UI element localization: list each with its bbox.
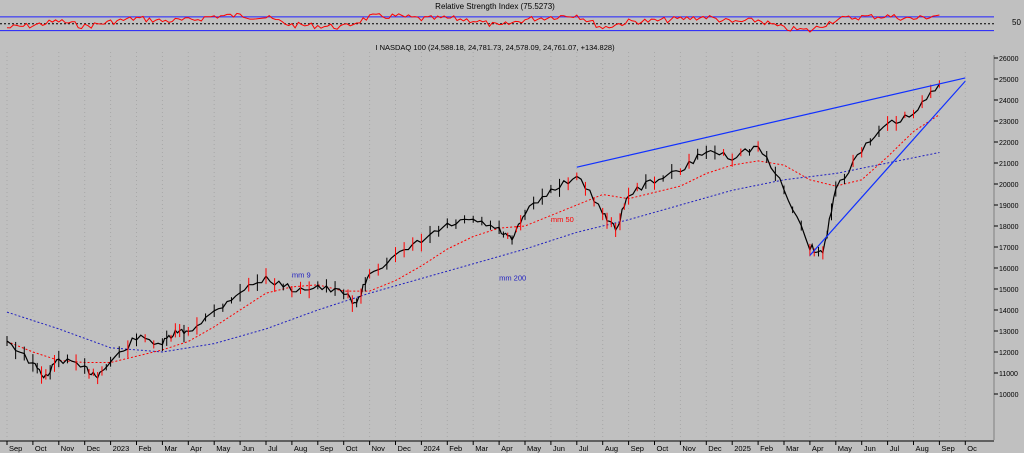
x-tick-label: Jul [579,444,589,453]
y-tick-label: 17000 [999,245,1019,252]
x-axis-ticks: Sep Oct Nov Dec 2023 Feb Mar Apr May Jun Jul Aug Sep… [6,441,977,453]
trendline-2 [809,80,966,256]
x-tick-label: Jun [864,444,876,453]
rsi-line [6,12,940,33]
x-tick-label: Aug [605,444,618,453]
series-annotation: mm 9 [292,270,311,279]
x-tick-label: Oc [967,444,977,453]
rsi-tick-label-50: 50 [1012,18,1021,27]
annotations: mm 50 mm 200 mm 9 [292,215,574,283]
y-tick-label: 18000 [999,224,1019,231]
y-tick-label: 22000 [999,140,1019,147]
x-tick-label: Apr [190,444,202,453]
x-tick-label: Jun [553,444,565,453]
y-tick-label: 11000 [999,371,1018,378]
price-title: I NASDAQ 100 (24,588.18, 24,781.73, 24,5… [375,43,615,52]
trendlines [576,77,966,256]
x-tick-label: Feb [139,444,152,453]
x-tick-label: Sep [631,444,644,453]
x-tick-label: Mar [164,444,177,453]
x-tick-label: Jun [242,444,254,453]
x-tick-label: Mar [475,444,488,453]
y-tick-label: 19000 [999,203,1019,210]
x-tick-label: Sep [320,444,333,453]
x-tick-label: Feb [760,444,773,453]
x-tick-label: Jul [268,444,278,453]
mm200-line [6,152,940,353]
x-tick-label: Aug [294,444,307,453]
x-tick-label: May [838,444,852,453]
x-tick-label: Nov [682,444,696,453]
x-tick-label: Apr [501,444,513,453]
x-tick-label: Feb [449,444,462,453]
y-tick-label: 16000 [999,266,1019,273]
y-tick-label: 13000 [999,329,1019,336]
x-tick-label: Dec [87,444,101,453]
series-annotation: mm 200 [499,274,526,283]
x-tick-label: Sep [941,444,954,453]
series-annotation: mm 50 [551,215,574,224]
x-tick-label: Sep [9,444,22,453]
price-bars [6,80,940,385]
x-axis: Sep Oct Nov Dec 2023 Feb Mar Apr May Jun Jul Aug Sep… [0,440,994,453]
x-tick-label: Dec [398,444,412,453]
x-tick-label: Aug [916,444,929,453]
rsi-title: Relative Strength Index (75.5273) [435,2,555,11]
x-tick-label: 2024 [423,444,440,453]
y-axis-ticks: 10000 11000 12000 13000 14000 15000 16000 17000… [994,56,1019,399]
trendline-1 [576,77,966,168]
y-tick-label: 12000 [999,350,1019,357]
y-tick-label: 21000 [999,161,1019,168]
y-tick-label: 25000 [999,77,1019,84]
price-panel: I NASDAQ 100 (24,588.18, 24,781.73, 24,5… [6,43,1019,440]
y-tick-label: 26000 [999,56,1019,63]
x-tick-label: Oct [657,444,670,453]
y-tick-label: 14000 [999,308,1019,315]
x-tick-label: Oct [346,444,359,453]
x-tick-label: Nov [372,444,386,453]
price-line [6,83,940,380]
mm50-line [6,114,940,363]
y-tick-label: 15000 [999,287,1019,294]
y-tick-label: 10000 [999,392,1019,399]
x-tick-label: Oct [35,444,48,453]
x-tick-label: May [527,444,541,453]
vertical-grid [6,52,966,440]
x-tick-label: 2025 [734,444,751,453]
x-tick-label: Mar [786,444,799,453]
rsi-panel: Relative Strength Index (75.5273) 50 [0,0,1021,40]
y-tick-label: 24000 [999,98,1019,105]
x-tick-label: May [216,444,230,453]
x-tick-label: Dec [708,444,722,453]
x-tick-label: Nov [61,444,75,453]
x-tick-label: Jul [890,444,900,453]
y-tick-label: 20000 [999,182,1019,189]
y-tick-label: 23000 [999,119,1019,126]
x-tick-label: Apr [812,444,824,453]
x-tick-label: 2023 [113,444,130,453]
